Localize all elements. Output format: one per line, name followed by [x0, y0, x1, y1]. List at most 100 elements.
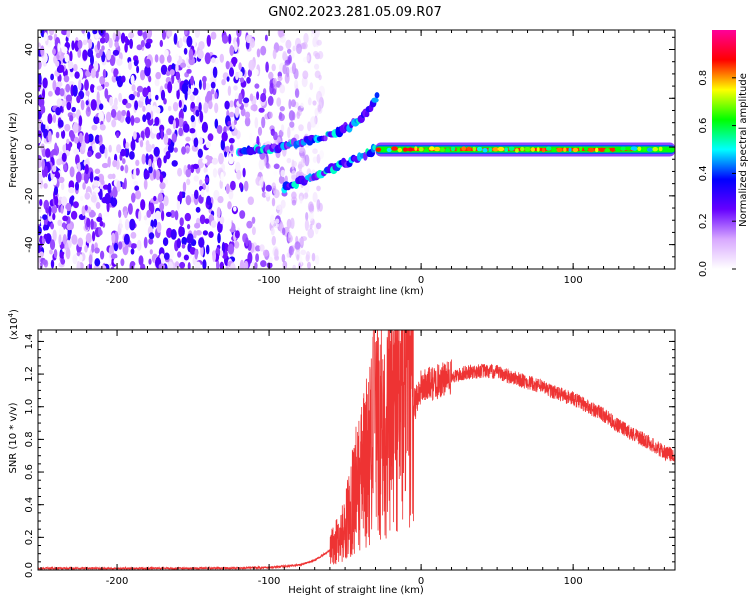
- noise-blob: [227, 243, 235, 255]
- noise-blob: [41, 112, 48, 125]
- noise-blob: [153, 156, 157, 163]
- noise-blob: [304, 154, 310, 167]
- noise-blob: [57, 42, 61, 53]
- carrier-blob: [423, 147, 430, 153]
- carrier-blob: [488, 147, 493, 152]
- noise-blob: [88, 254, 93, 265]
- noise-blob: [91, 76, 96, 85]
- noise-blob: [170, 229, 177, 240]
- noise-blob: [123, 138, 127, 149]
- noise-blob: [142, 31, 147, 39]
- noise-blob: [260, 176, 264, 188]
- noise-blob: [53, 186, 59, 196]
- noise-blob: [205, 184, 210, 193]
- noise-blob: [190, 115, 195, 123]
- noise-blob: [89, 171, 94, 183]
- noise-blob: [108, 37, 113, 49]
- colorbar-ticks: 0.0 0.2 0.4 0.6 0.8: [698, 70, 736, 277]
- noise-blob: [233, 206, 237, 212]
- noise-blob: [202, 158, 208, 164]
- noise-blob: [53, 249, 58, 259]
- colorbar-tick-label: 0.2: [698, 213, 709, 229]
- noise-blob: [256, 48, 261, 58]
- noise-blob: [77, 48, 82, 58]
- noise-blob: [153, 218, 158, 228]
- noise-blob: [133, 90, 138, 97]
- noise-blob: [83, 159, 90, 167]
- noise-blob: [216, 125, 223, 134]
- noise-blob: [84, 204, 88, 211]
- noise-blob: [226, 218, 232, 230]
- noise-blob: [108, 257, 112, 265]
- noise-blob: [210, 220, 217, 228]
- noise-blob: [279, 84, 286, 94]
- noise-blob: [104, 88, 109, 99]
- noise-blob: [145, 104, 152, 114]
- noise-blob: [65, 143, 71, 153]
- carrier-blob: [433, 146, 441, 152]
- noise-blob: [229, 67, 234, 77]
- noise-blob: [72, 84, 78, 97]
- noise-blob: [268, 71, 274, 80]
- noise-blob: [185, 195, 192, 206]
- noise-blob: [309, 82, 314, 91]
- noise-blob: [49, 249, 53, 255]
- carrier-blob: [583, 146, 589, 151]
- noise-blob: [220, 250, 224, 257]
- noise-blob: [229, 144, 234, 152]
- noise-blob: [214, 102, 219, 114]
- noise-blob: [116, 180, 121, 192]
- carrier-blob: [456, 147, 461, 152]
- noise-blob: [309, 223, 313, 230]
- noise-blob: [70, 195, 75, 202]
- noise-blob: [292, 111, 296, 121]
- noise-blob: [160, 128, 164, 140]
- snr-panel: -200 -100 0 100 0.0 0.2 0.4 0.6 0.8 1.0 1.2 1.4 He…: [7, 309, 676, 596]
- noise-blob: [118, 209, 122, 218]
- noise-blob: [72, 122, 79, 134]
- noise-blob: [146, 209, 152, 218]
- noise-blob: [110, 253, 118, 260]
- noise-blob: [211, 157, 219, 165]
- noise-blob: [207, 133, 214, 142]
- noise-blob: [195, 206, 201, 213]
- noise-blob: [307, 201, 314, 212]
- noise-blob: [84, 132, 90, 144]
- colorbar-tick-label: 0.8: [698, 70, 709, 86]
- noise-blob: [185, 136, 191, 142]
- noise-blob: [76, 260, 81, 269]
- noise-blob: [314, 63, 320, 70]
- noise-blob: [113, 258, 120, 265]
- x-tick-label: 0: [418, 576, 424, 587]
- noise-blob: [214, 92, 218, 100]
- noise-blob: [218, 152, 224, 165]
- noise-blob: [187, 224, 191, 230]
- carrier-blob: [610, 147, 615, 152]
- noise-blob: [281, 253, 286, 263]
- noise-blob: [58, 176, 65, 184]
- noise-blob: [38, 180, 41, 191]
- noise-blob: [131, 84, 136, 92]
- noise-blob: [48, 205, 52, 217]
- colorbar-tick-label: 0.6: [698, 118, 709, 134]
- noise-blob: [221, 78, 226, 86]
- noise-blob: [175, 54, 179, 62]
- noise-blob: [169, 69, 175, 76]
- spectrogram-x-label: Height of straight line (km): [288, 286, 424, 297]
- noise-blob: [66, 223, 73, 231]
- noise-blob: [229, 45, 234, 56]
- noise-blob: [286, 218, 292, 229]
- noise-blob: [112, 32, 116, 41]
- noise-blob: [276, 97, 282, 107]
- noise-blob: [308, 210, 314, 222]
- noise-blob: [228, 33, 232, 45]
- noise-blob: [206, 90, 213, 103]
- noise-blob: [270, 227, 275, 236]
- noise-blob: [178, 226, 184, 237]
- noise-blob: [103, 211, 110, 217]
- noise-blob: [105, 111, 112, 123]
- noise-blob: [124, 164, 129, 174]
- noise-blob: [90, 194, 97, 203]
- noise-blob: [82, 49, 88, 61]
- noise-blob: [166, 54, 172, 64]
